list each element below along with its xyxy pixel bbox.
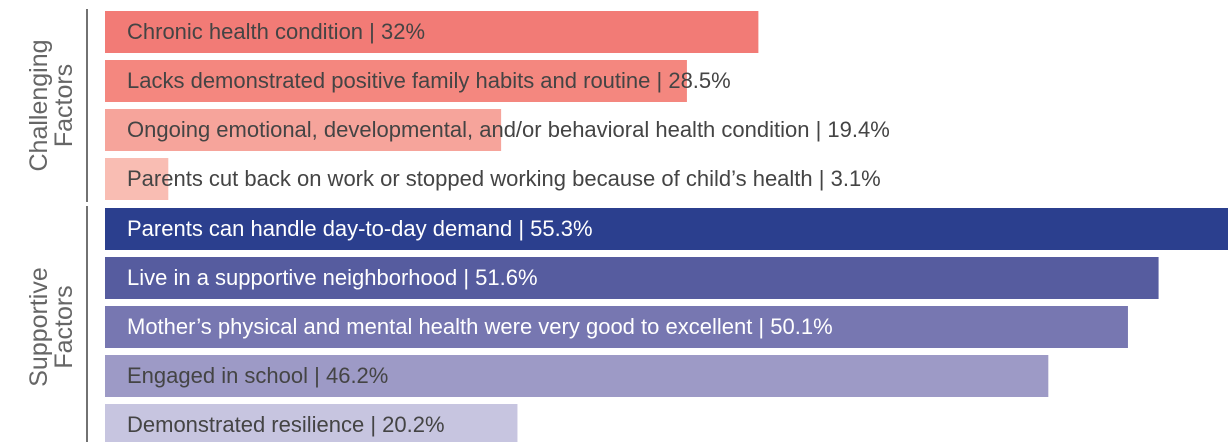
- bar-label: Lacks demonstrated positive family habit…: [127, 68, 731, 93]
- group-label-line: Factors: [50, 64, 78, 147]
- group-label: ChallengingFactors: [25, 39, 78, 171]
- bar-label: Parents can handle day-to-day demand | 5…: [127, 216, 593, 241]
- bar-label: Live in a supportive neighborhood | 51.6…: [127, 265, 538, 290]
- group-label: SupportiveFactors: [25, 267, 78, 387]
- bar-label: Mother’s physical and mental health were…: [127, 314, 833, 339]
- bar: [105, 306, 1128, 348]
- group-label-line: Supportive: [25, 267, 53, 387]
- group-label-line: Factors: [50, 285, 78, 368]
- bar: [105, 158, 169, 200]
- bar: [105, 404, 518, 442]
- bar-label: Ongoing emotional, developmental, and/or…: [127, 117, 890, 142]
- group-label-line: Challenging: [25, 39, 53, 171]
- bar-label: Parents cut back on work or stopped work…: [127, 166, 881, 191]
- bar: [105, 60, 687, 102]
- bar: [105, 109, 502, 151]
- bar-label: Engaged in school | 46.2%: [127, 363, 388, 388]
- bar: [105, 355, 1049, 397]
- bar: [105, 257, 1159, 299]
- bar-label: Demonstrated resilience | 20.2%: [127, 412, 445, 437]
- bar: [105, 208, 1228, 250]
- bar-label: Chronic health condition | 32%: [127, 19, 425, 44]
- bar: [105, 11, 759, 53]
